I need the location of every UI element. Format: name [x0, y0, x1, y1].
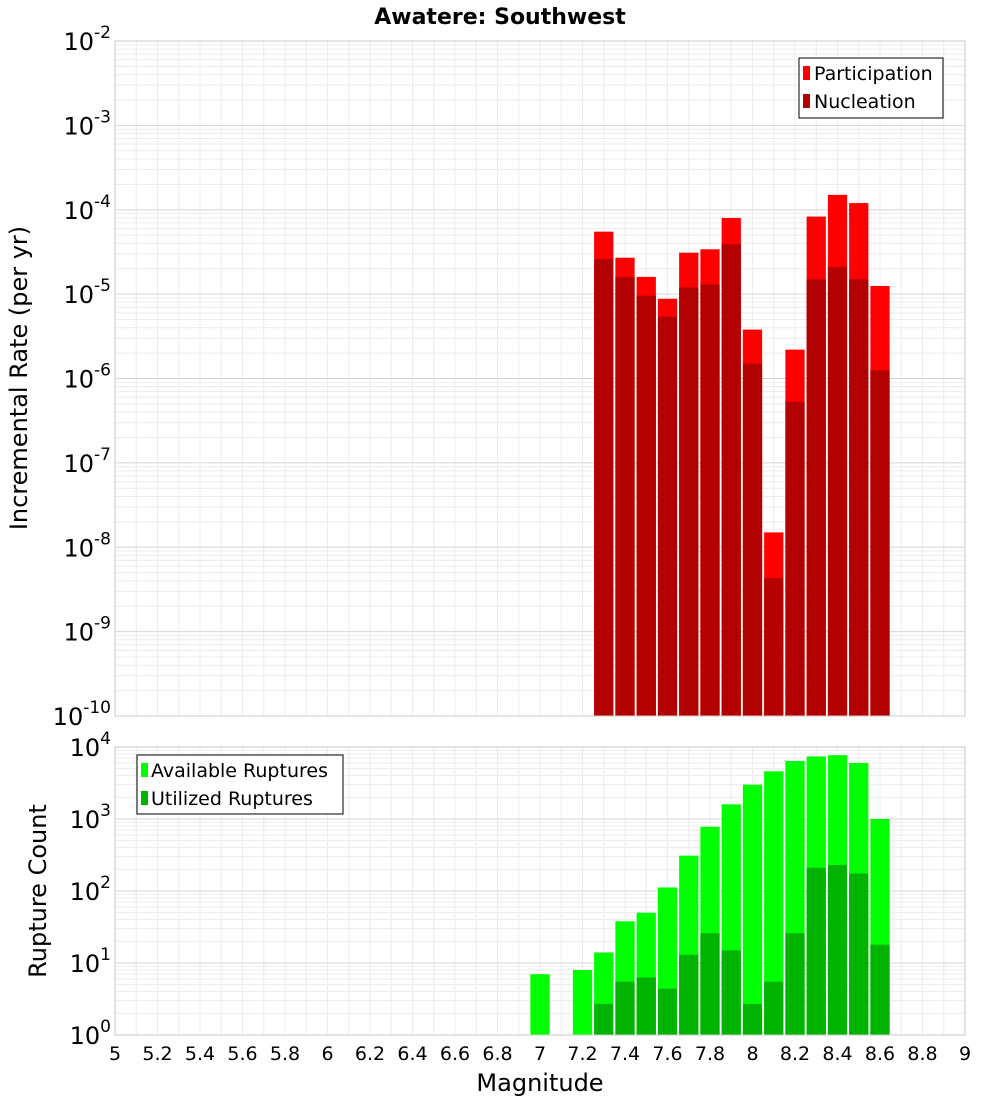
top-y-tick-labels: 10-10 10-9 10-8 10-7 10-6 10-5 10-4 10-3 10-2: [53, 23, 111, 731]
legend-label-utilized-ruptures: Utilized Ruptures: [151, 788, 313, 810]
x-tick-label: 7.4: [610, 1043, 640, 1065]
top-ytick-label: 10-5: [64, 276, 112, 309]
bottom-bar-available-ruptures: [764, 771, 784, 1035]
bottom-bar-utilized-ruptures: [700, 933, 720, 1035]
legend-swatch-utilized-ruptures: [141, 791, 148, 805]
y-axis-title-count: Rupture Count: [24, 804, 52, 978]
top-bar-nucleation: [742, 363, 763, 716]
top-ytick-label: 10-2: [64, 23, 112, 56]
top-bar-nucleation: [827, 266, 848, 716]
top-plot-frame: [114, 40, 966, 717]
legend-label-participation: Participation: [814, 63, 933, 85]
top-ytick-label: 10-10: [53, 698, 111, 731]
top-bar-nucleation: [700, 284, 720, 716]
top-ytick-label: 10-9: [64, 614, 112, 647]
bottom-ytick-label: 100: [70, 1017, 111, 1050]
top-ytick-label: 10-6: [64, 361, 112, 394]
top-bar-nucleation: [657, 316, 678, 716]
x-tick-label: 8.4: [822, 1043, 852, 1065]
top-bar-nucleation: [849, 279, 869, 716]
top-legend-box: [798, 57, 944, 119]
rupture-count-panel: 100 101 102 103 104 5 5.2 5.4 5.6 5.8 6 6.2 6.4 6.6 6…: [24, 729, 971, 1097]
x-tick-label: 6: [321, 1043, 333, 1065]
participation-nucleation-panel: Awatere: Southwest 10-10 10-9 10-8 10-7 10-6…: [5, 5, 966, 731]
legend-label-available-ruptures: Available Ruptures: [151, 760, 328, 782]
bottom-bar-utilized-ruptures: [764, 981, 784, 1035]
bottom-legend: Available Ruptures Utilized Ruptures: [136, 754, 344, 815]
bottom-bar-available-ruptures: [572, 969, 593, 1035]
bottom-bar-utilized-ruptures: [870, 944, 890, 1035]
x-tick-label: 7.2: [567, 1043, 597, 1065]
x-tick-label: 5: [109, 1043, 121, 1065]
bottom-plot-frame: [114, 746, 966, 1036]
x-tick-label: 6.6: [440, 1043, 470, 1065]
legend-swatch-available-ruptures: [141, 763, 148, 777]
x-tick-label: 5.8: [270, 1043, 300, 1065]
legend-swatch-nucleation: [803, 94, 810, 108]
top-bars: [594, 194, 890, 717]
bottom-bars: [530, 755, 890, 1035]
bottom-ytick-label: 101: [70, 945, 111, 978]
bottom-ytick-label: 103: [70, 801, 111, 834]
top-bar-nucleation: [679, 287, 699, 716]
x-tick-label: 7.6: [652, 1043, 682, 1065]
bottom-ytick-label: 102: [70, 873, 111, 906]
x-tick-label: 5.2: [142, 1043, 172, 1065]
top-ytick-label: 10-4: [64, 192, 112, 225]
x-tick-label: 6.8: [482, 1043, 512, 1065]
top-ytick-label: 10-8: [64, 529, 112, 562]
top-ytick-label: 10-3: [64, 107, 112, 140]
bottom-bar-available-ruptures: [742, 784, 763, 1035]
bottom-legend-box: [136, 754, 344, 815]
x-tick-label: 6.2: [355, 1043, 385, 1065]
x-axis-title: Magnitude: [476, 1069, 603, 1097]
top-bar-nucleation: [806, 279, 826, 716]
top-legend: Participation Nucleation: [798, 57, 944, 119]
x-tick-label: 8.8: [907, 1043, 937, 1065]
x-tick-label: 8: [746, 1043, 758, 1065]
bottom-bar-utilized-ruptures: [721, 950, 741, 1035]
x-tick-label: 8.6: [865, 1043, 895, 1065]
bottom-bar-utilized-ruptures: [615, 981, 635, 1035]
bottom-bar-utilized-ruptures: [806, 867, 826, 1035]
x-tick-label: 9: [959, 1043, 971, 1065]
bottom-bar-available-ruptures: [530, 974, 550, 1035]
x-tick-label: 5.6: [227, 1043, 257, 1065]
bottom-ytick-label: 104: [70, 729, 111, 762]
x-tick-label: 5.4: [185, 1043, 215, 1065]
top-bar-nucleation: [785, 401, 805, 716]
top-bar-nucleation: [594, 259, 614, 716]
top-bar-nucleation: [870, 370, 890, 716]
bottom-bar-utilized-ruptures: [594, 1003, 614, 1035]
top-bar-nucleation: [615, 276, 635, 716]
bottom-bar-utilized-ruptures: [679, 954, 699, 1035]
bottom-bar-utilized-ruptures: [636, 977, 656, 1035]
legend-swatch-participation: [803, 66, 810, 80]
top-bar-nucleation: [721, 244, 741, 717]
top-bar-nucleation: [764, 578, 784, 716]
x-tick-label: 7.8: [695, 1043, 725, 1065]
x-tick-label: 8.2: [780, 1043, 810, 1065]
x-tick-label: 7: [534, 1043, 546, 1065]
x-tick-label: 6.4: [397, 1043, 427, 1065]
bottom-y-tick-labels: 100 101 102 103 104: [70, 729, 111, 1050]
bottom-bar-utilized-ruptures: [742, 1003, 763, 1035]
bottom-bar-utilized-ruptures: [849, 873, 869, 1035]
y-axis-title-rate: Incremental Rate (per yr): [5, 226, 33, 530]
chart-title: Awatere: Southwest: [374, 5, 626, 30]
bottom-bar-utilized-ruptures: [827, 864, 848, 1035]
top-bar-nucleation: [636, 295, 656, 716]
x-tick-labels: 5 5.2 5.4 5.6 5.8 6 6.2 6.4 6.6 6.8 7 7.2 7.4 7.6 7.8 8…: [109, 1043, 971, 1065]
legend-label-nucleation: Nucleation: [814, 91, 916, 113]
bottom-bar-utilized-ruptures: [785, 933, 805, 1035]
bottom-bar-utilized-ruptures: [657, 988, 678, 1035]
top-ytick-label: 10-7: [64, 445, 112, 478]
